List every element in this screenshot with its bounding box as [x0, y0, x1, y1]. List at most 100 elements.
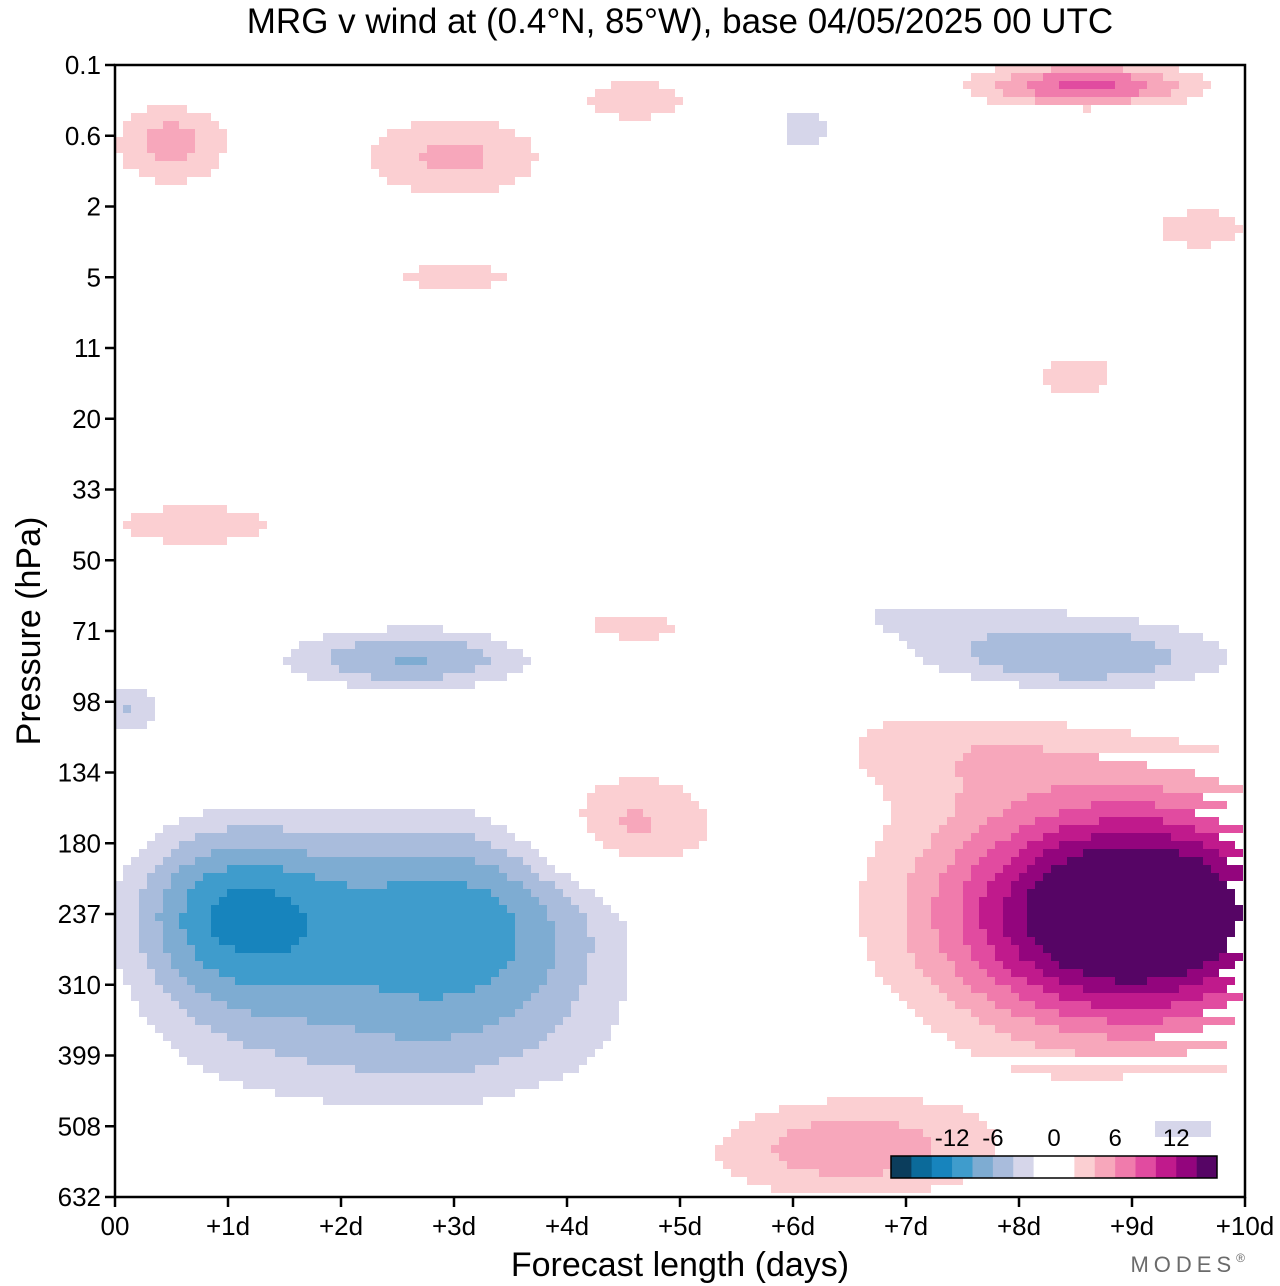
contour-cell	[387, 625, 443, 633]
contour-cell	[963, 753, 1099, 761]
contour-cell	[859, 913, 907, 921]
contour-cell	[923, 1129, 995, 1137]
contour-cell	[923, 849, 955, 857]
contour-cell	[1099, 817, 1163, 825]
contour-cell	[963, 81, 995, 89]
x-axis: 00 +1d +2d +3d +4d +5d +6d +7d +8d +9d +10d	[101, 1197, 1275, 1241]
contour-cell	[387, 881, 467, 889]
contour-cell	[179, 1001, 227, 1009]
contour-cell	[115, 137, 147, 145]
contour-cell	[811, 1121, 899, 1129]
contour-cell	[899, 993, 947, 1001]
contour-cell	[715, 1153, 779, 1161]
contour-cell	[1187, 969, 1219, 977]
contour-cell	[571, 897, 603, 905]
contour-cell	[195, 881, 347, 889]
contour-cell	[1147, 81, 1179, 89]
contour-cell	[219, 1073, 563, 1081]
colorbar-swatch	[1054, 1156, 1075, 1178]
contour-cell	[123, 121, 163, 129]
contour-cell	[251, 1009, 515, 1017]
contour-cell	[123, 969, 155, 977]
contour-cell	[539, 985, 579, 993]
contour-cell	[939, 937, 963, 945]
contour-cell	[1163, 817, 1219, 825]
contour-cell	[475, 665, 523, 673]
contour-cell	[651, 817, 707, 825]
contour-cell	[347, 681, 475, 689]
contour-cell	[1195, 825, 1243, 833]
contour-cell	[995, 953, 1019, 961]
contour-cell	[483, 649, 523, 657]
contour-cell	[195, 145, 227, 153]
contour-cell	[923, 1017, 979, 1025]
y-tick-label: 71	[72, 616, 101, 646]
contour-cell	[979, 897, 1003, 905]
contour-cell	[443, 673, 507, 681]
contour-cell	[1107, 1017, 1163, 1025]
contour-cell	[507, 961, 555, 969]
contour-cell	[1043, 945, 1227, 953]
contour-cell	[547, 913, 587, 921]
contour-cell	[483, 1025, 555, 1033]
contour-cell	[227, 889, 275, 897]
contour-cell	[163, 945, 195, 953]
contour-cell	[731, 1129, 787, 1137]
contour-cell	[1011, 937, 1035, 945]
contour-cell	[995, 1025, 1059, 1033]
contour-cell	[547, 977, 587, 985]
contour-cell	[907, 921, 931, 929]
contour-cell	[947, 1033, 1011, 1041]
contour-cell	[147, 953, 171, 961]
contour-cell	[651, 825, 707, 833]
contour-cell	[1163, 225, 1243, 233]
contour-cell	[227, 1001, 523, 1009]
y-tick-label: 0.1	[65, 50, 101, 80]
contour-cell	[139, 913, 155, 921]
contour-cell	[1059, 673, 1107, 681]
contour-cell	[1059, 977, 1115, 985]
contour-cell	[1179, 81, 1211, 89]
contour-cell	[1035, 1017, 1107, 1025]
contour-cell	[499, 1057, 587, 1065]
contour-cell	[643, 809, 707, 817]
contour-cell	[147, 841, 179, 849]
contour-cell	[171, 881, 195, 889]
contour-cell	[963, 841, 995, 849]
x-tick-label: +10d	[1216, 1211, 1275, 1241]
colorbar-swatch	[1196, 1156, 1218, 1178]
contour-cell	[875, 777, 963, 785]
contour-cell	[1171, 1001, 1227, 1009]
contour-cell	[211, 993, 419, 1001]
contour-cell	[1171, 89, 1203, 97]
contour-cell	[139, 921, 163, 929]
contour-cell	[163, 889, 187, 897]
contour-cell	[115, 913, 139, 921]
contour-cell	[755, 1113, 979, 1121]
contour-cell	[931, 977, 963, 985]
contour-cell	[963, 777, 1219, 785]
contour-cell	[187, 153, 219, 161]
contour-cell	[555, 881, 579, 889]
contour-cell	[771, 1145, 931, 1153]
contour-cell	[987, 817, 1035, 825]
contour-cell	[587, 977, 627, 985]
contour-cell	[1107, 673, 1195, 681]
contour-cell	[123, 521, 267, 529]
contour-cell	[507, 873, 539, 881]
contour-cell	[1051, 785, 1163, 793]
contour-cell	[379, 985, 475, 993]
contour-cell	[619, 633, 659, 641]
x-tick-label: +6d	[771, 1211, 815, 1241]
contour-cell	[187, 1009, 251, 1017]
contour-cell	[907, 937, 939, 945]
contour-cell	[587, 793, 691, 801]
contour-cell	[995, 977, 1027, 985]
contour-cell	[499, 1017, 563, 1025]
contour-cell	[147, 881, 171, 889]
contour-cell	[419, 265, 491, 273]
contour-cell	[539, 1041, 603, 1049]
contour-cell	[907, 873, 939, 881]
contour-cell	[883, 721, 1067, 729]
contour-cell	[179, 969, 219, 977]
